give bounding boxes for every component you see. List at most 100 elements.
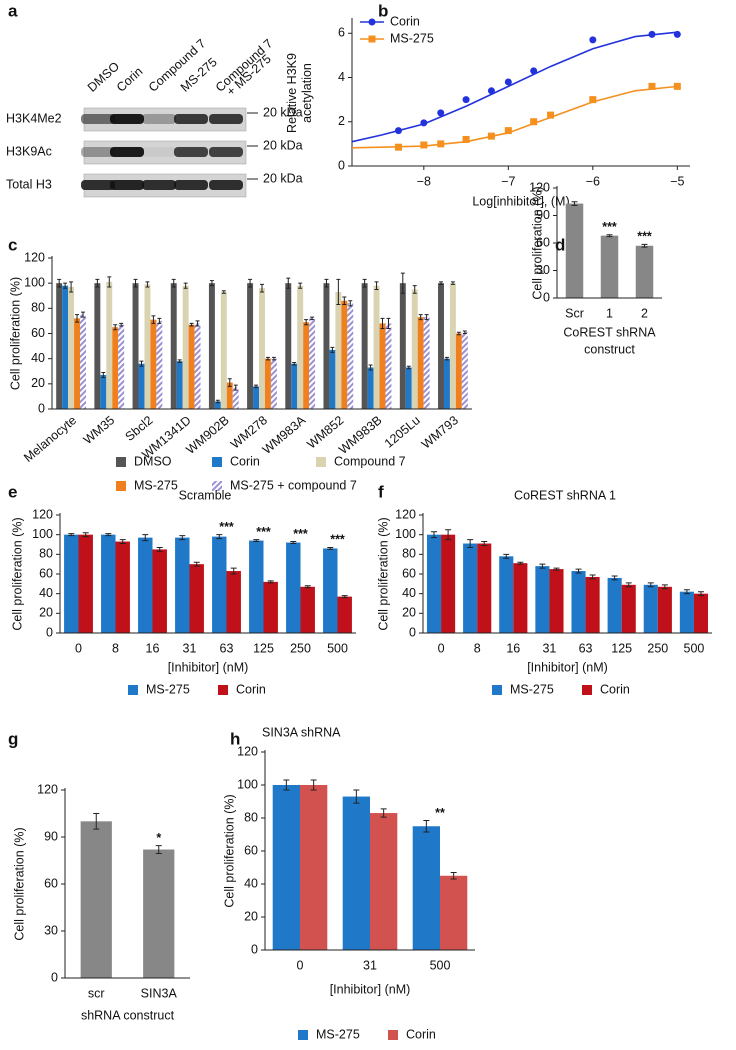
error-bar — [75, 314, 80, 323]
bar — [259, 288, 265, 409]
x-tick-label: 500 — [430, 958, 451, 972]
y-axis-label: acetylation — [300, 63, 314, 123]
band — [209, 114, 243, 124]
error-bar — [119, 322, 124, 327]
error-bar — [209, 280, 214, 287]
x-tick-label: 8 — [474, 641, 481, 655]
error-bar — [179, 535, 186, 541]
bar — [405, 367, 412, 409]
error-bar — [412, 285, 417, 294]
bar — [441, 534, 456, 633]
error-bar — [330, 346, 335, 353]
y-tick-label: 80 — [402, 547, 416, 561]
bar — [138, 363, 145, 409]
bar — [438, 283, 444, 409]
bar — [285, 283, 292, 409]
x-tick-label: Sbcl2 — [123, 413, 156, 444]
legend-swatch — [116, 457, 126, 467]
chart-title: Scramble — [179, 488, 232, 502]
error-bar — [353, 789, 360, 804]
error-bar — [195, 320, 200, 327]
bar — [214, 401, 221, 409]
y-tick-label: 60 — [39, 566, 53, 580]
bar — [144, 284, 151, 409]
error-bar — [589, 574, 596, 580]
bar — [208, 283, 215, 409]
error-bar — [151, 315, 156, 324]
x-tick-label: 125 — [253, 641, 274, 655]
error-bar — [95, 278, 100, 288]
point — [530, 67, 538, 75]
error-bar — [177, 359, 182, 363]
point — [487, 132, 495, 140]
point — [420, 119, 428, 127]
point — [673, 30, 681, 38]
bar — [253, 386, 260, 409]
x-tick-label: 0 — [297, 958, 304, 972]
bar — [170, 283, 177, 409]
bar — [300, 586, 315, 633]
bar — [463, 543, 478, 633]
bar — [412, 826, 440, 950]
legend-label: MS-275 — [146, 682, 190, 696]
bar — [247, 283, 254, 409]
x-tick-label: WM35 — [81, 413, 118, 447]
bar — [150, 319, 157, 409]
point — [462, 135, 470, 143]
bar — [176, 361, 183, 409]
bar — [571, 571, 586, 633]
x-tick-label: SIN3A — [141, 986, 178, 1000]
error-bar — [481, 541, 488, 546]
bar — [220, 291, 227, 409]
y-tick-label: 40 — [244, 876, 258, 890]
point — [648, 82, 656, 90]
legend-label: MS-275 — [316, 1027, 360, 1041]
x-axis-label: construct — [584, 342, 635, 356]
significance-label: *** — [637, 230, 652, 244]
bar — [175, 537, 190, 633]
error-bar — [265, 356, 270, 361]
bar — [270, 358, 277, 409]
y-tick-label: 0 — [51, 970, 58, 984]
error-bar — [439, 281, 443, 285]
band — [142, 147, 176, 157]
error-bar — [386, 317, 391, 329]
point — [648, 30, 656, 38]
legend-swatch — [212, 457, 222, 467]
error-bar — [139, 360, 144, 367]
error-bar — [69, 281, 74, 293]
y-tick-label: 60 — [31, 326, 45, 340]
error-bar — [606, 234, 613, 238]
point — [487, 87, 495, 95]
panel-letter: a — [8, 1, 18, 20]
point — [462, 96, 470, 104]
x-tick-label: scr — [88, 986, 105, 1000]
legend-swatch — [492, 685, 502, 695]
y-tick-label: 30 — [44, 923, 58, 937]
bar — [443, 358, 450, 409]
x-tick-label: −7 — [501, 174, 515, 188]
bar — [361, 283, 368, 409]
error-bar — [101, 372, 106, 379]
error-bar — [462, 330, 467, 334]
row-label: H3K4Me2 — [6, 111, 62, 125]
x-tick-label: Melanocyte — [21, 413, 79, 465]
bar — [291, 363, 298, 409]
error-bar — [233, 384, 238, 391]
panel-letter: e — [8, 482, 17, 501]
bar — [80, 314, 86, 409]
chart-title: SIN3A shRNA — [262, 725, 341, 739]
x-tick-label: 31 — [542, 641, 556, 655]
bar — [341, 300, 348, 409]
error-bar — [539, 563, 546, 569]
error-bar — [327, 546, 334, 550]
y-tick-label: 120 — [32, 507, 53, 521]
bar — [100, 375, 107, 409]
error-bar — [304, 319, 309, 326]
error-bar — [63, 282, 68, 289]
bar — [440, 875, 468, 950]
band — [81, 114, 115, 124]
y-tick-label: 90 — [536, 208, 550, 222]
error-bar — [456, 331, 461, 336]
